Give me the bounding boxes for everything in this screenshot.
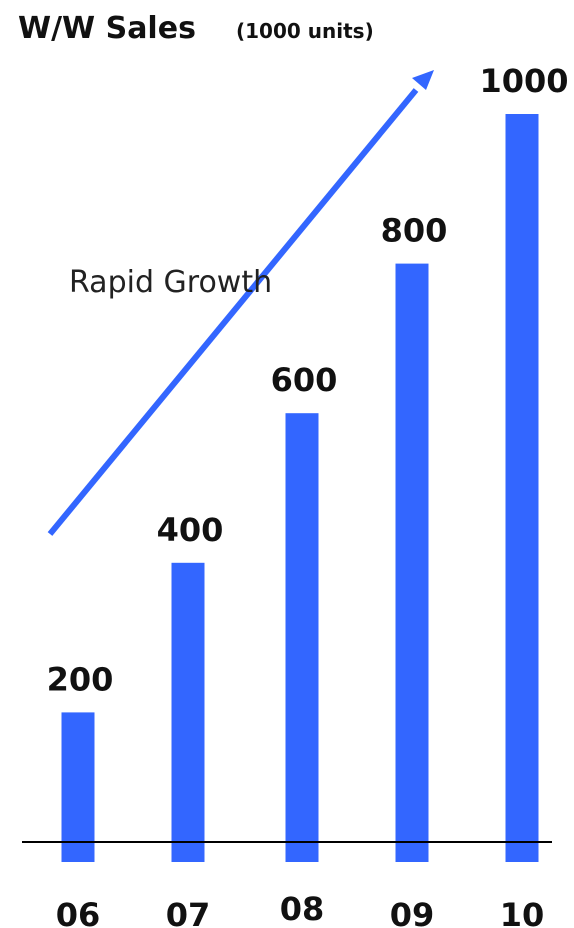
bar-10 [505, 114, 539, 862]
tick-label-10: 10 [500, 896, 545, 928]
bar-07 [171, 562, 205, 862]
chart-subtitle: (1000 units) [236, 19, 374, 43]
tick-labels-group: 06 07 08 09 10 [56, 890, 545, 928]
bar-08 [285, 413, 319, 862]
annotation-rapid-growth: Rapid Growth [69, 265, 272, 300]
tick-label-07: 07 [166, 896, 211, 928]
growth-arrow-head-icon [412, 70, 434, 90]
data-labels-group: 200 400 600 800 1000 [47, 62, 569, 698]
growth-arrow-shaft [47, 88, 419, 536]
tick-label-06: 06 [56, 896, 101, 928]
tick-label-09: 09 [390, 896, 435, 928]
data-label-07: 400 [157, 511, 224, 549]
growth-arrow [47, 70, 434, 536]
chart-title: W/W Sales [18, 11, 196, 46]
data-label-10: 1000 [479, 62, 568, 100]
bar-09 [395, 263, 429, 863]
data-label-08: 600 [271, 361, 338, 399]
data-label-06: 200 [47, 660, 114, 698]
bar-06 [61, 712, 95, 862]
bars-group [61, 114, 539, 863]
data-label-09: 800 [381, 212, 448, 250]
tick-label-08: 08 [280, 890, 325, 928]
